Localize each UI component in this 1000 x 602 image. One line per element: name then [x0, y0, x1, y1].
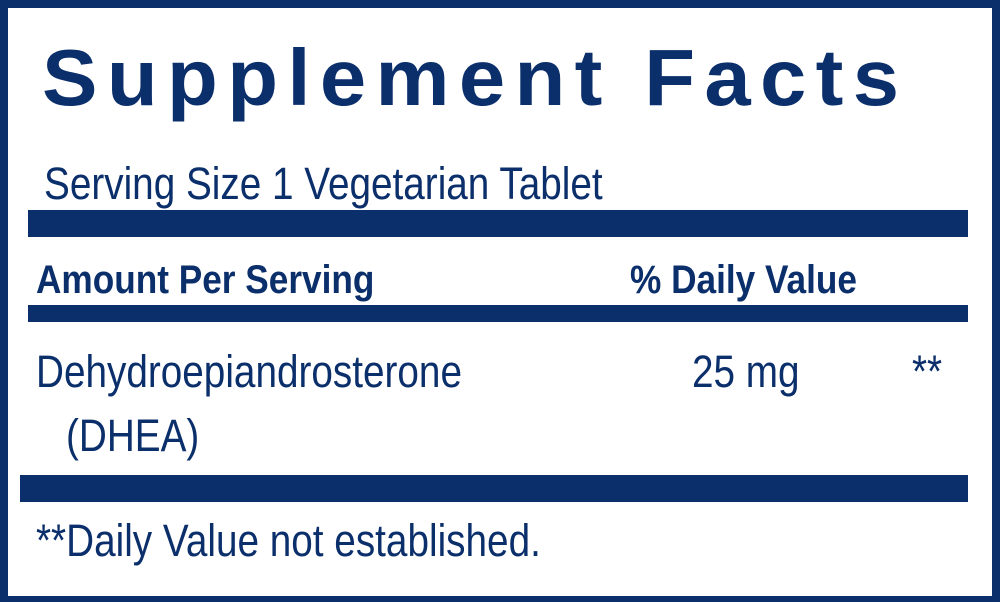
serving-size: Serving Size 1 Vegetarian Tablet	[44, 158, 603, 209]
ingredient-daily-value: **	[912, 346, 943, 397]
amount-per-serving-header: Amount Per Serving	[36, 258, 375, 302]
medium-divider	[28, 305, 968, 322]
thick-divider	[28, 210, 968, 237]
ingredient-name-abbrev: (DHEA)	[66, 410, 200, 461]
daily-value-header: % Daily Value	[630, 258, 857, 302]
panel-title: Supplement Facts	[42, 33, 909, 122]
ingredient-name: Dehydroepiandrosterone	[36, 346, 462, 397]
ingredient-amount: 25 mg	[692, 346, 800, 397]
thick-divider-bottom	[20, 475, 968, 502]
footnote: **Daily Value not established.	[36, 515, 541, 566]
